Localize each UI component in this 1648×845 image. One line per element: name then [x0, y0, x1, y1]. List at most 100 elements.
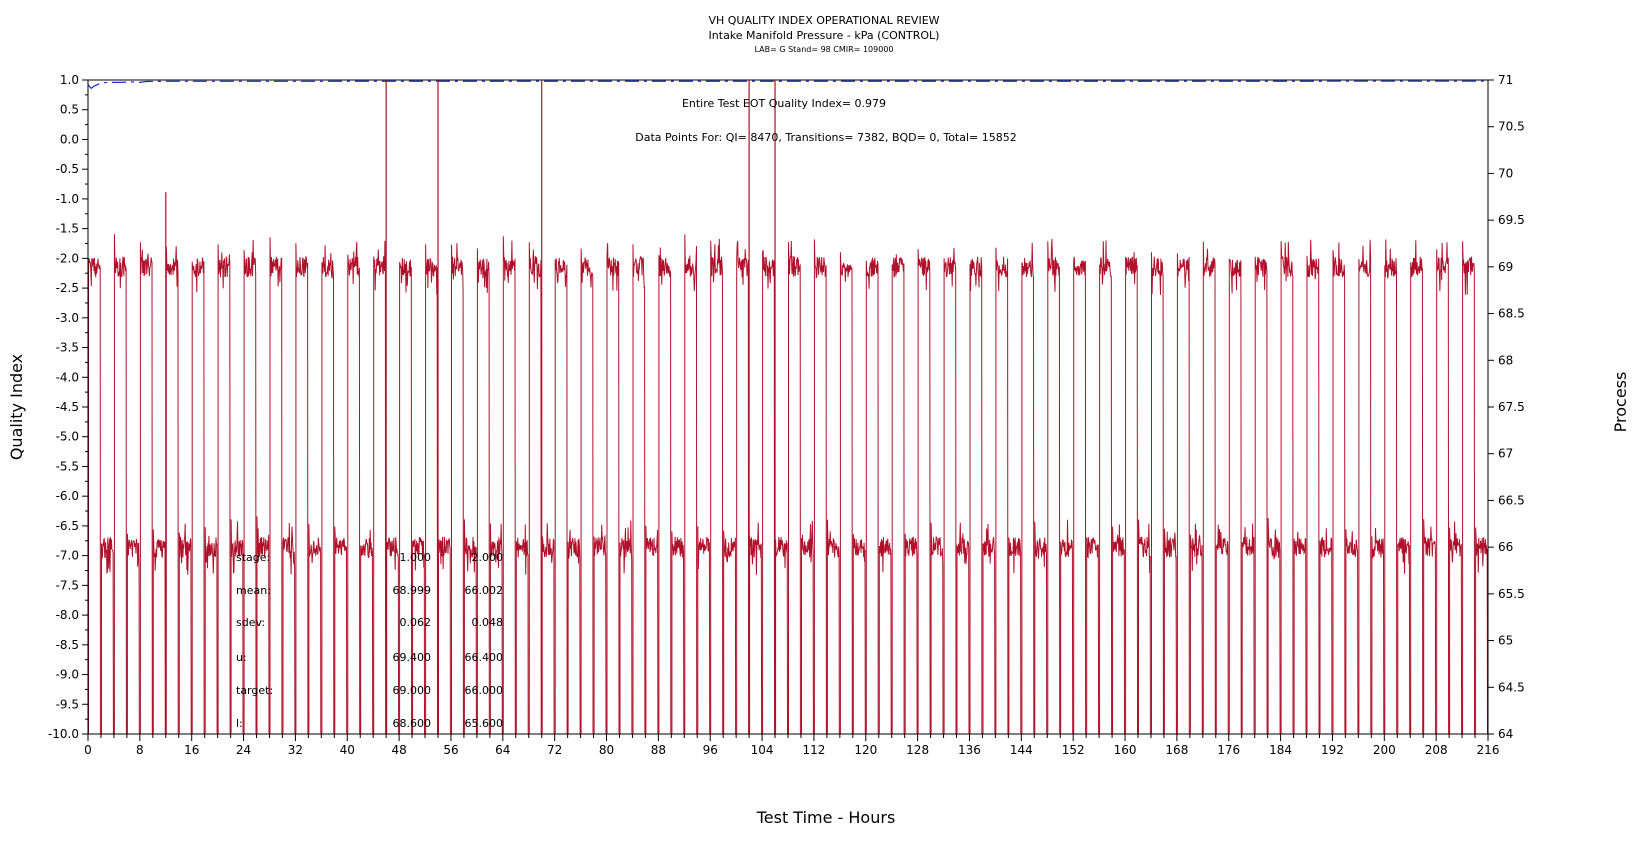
stats-stage2-value: 0.048 [472, 616, 504, 629]
x-tick-label: 120 [854, 743, 877, 757]
y-left-tick-label: -0.5 [56, 162, 79, 176]
stats-stage1-value: 69.400 [393, 651, 432, 664]
y-left-tick-label: -5.0 [56, 430, 79, 444]
y-left-tick-label: -4.0 [56, 370, 79, 384]
stats-label: stage: [236, 551, 270, 564]
stats-stage2-value: 66.000 [465, 684, 504, 697]
x-tick-label: 72 [547, 743, 562, 757]
chart-subtitle-lab: LAB= G Stand= 98 CMIR= 109000 [754, 45, 893, 54]
eot-quality-annotation: Entire Test EOT Quality Index= 0.979 [682, 97, 886, 110]
y-left-tick-label: 0.5 [60, 103, 79, 117]
y-right-tick-label: 68 [1498, 353, 1513, 367]
stats-table: stage: 1.000 2.000 mean: 68.999 66.002 sdev: 0.… [236, 551, 503, 730]
y-right-tick-label: 67 [1498, 447, 1513, 461]
y-left-tick-label: -8.0 [56, 608, 79, 622]
x-tick-label: 96 [703, 743, 718, 757]
y-left-tick-label: 0.0 [60, 132, 79, 146]
y-right-tick-label: 70.5 [1498, 120, 1525, 134]
stats-label: mean: [236, 584, 271, 597]
y-left-tick-label: -3.5 [56, 341, 79, 355]
y-right-tick-label: 71 [1498, 73, 1513, 87]
y-left-tick-label: -9.0 [56, 668, 79, 682]
x-tick-label: 208 [1425, 743, 1448, 757]
y-left-tick-label: -1.5 [56, 222, 79, 236]
y-right-tick-label: 65.5 [1498, 587, 1525, 601]
stats-stage2-value: 66.400 [465, 651, 504, 664]
y-axis-left-label: Quality Index [7, 354, 26, 460]
spike-layer [165, 80, 776, 734]
quality-index-line [87, 80, 1489, 90]
x-axis: 0 8 16 24 32 40 48 56 64 72 80 88 96 104 112 120 128 136 1… [84, 733, 1500, 757]
y-left-tick-label: -4.5 [56, 400, 79, 414]
stats-label: sdev: [236, 616, 265, 629]
x-tick-label: 24 [236, 743, 251, 757]
x-tick-label: 144 [1010, 743, 1033, 757]
stats-stage1-value: 1.000 [400, 551, 432, 564]
x-tick-label: 184 [1269, 743, 1292, 757]
y-left-tick-label: -6.5 [56, 519, 79, 533]
x-tick-label: 104 [751, 743, 774, 757]
quality-index-series [87, 80, 1489, 90]
x-tick-label: 168 [1165, 743, 1188, 757]
chart-title: VH QUALITY INDEX OPERATIONAL REVIEW [708, 14, 939, 27]
stats-stage2-value: 65.600 [465, 717, 504, 730]
stats-stage1-value: 69.000 [393, 684, 432, 697]
x-tick-label: 176 [1217, 743, 1240, 757]
x-tick-label: 88 [651, 743, 666, 757]
stats-stage1-value: 68.600 [393, 717, 432, 730]
x-axis-label: Test Time - Hours [756, 808, 896, 827]
x-tick-label: 0 [84, 743, 92, 757]
y-right-tick-label: 69 [1498, 260, 1513, 274]
x-tick-label: 80 [599, 743, 614, 757]
y-left-tick-label: -7.0 [56, 549, 79, 563]
y-right-tick-label: 70 [1498, 166, 1513, 180]
stats-stage2-value: 66.002 [465, 584, 504, 597]
x-tick-label: 136 [958, 743, 981, 757]
y-left-tick-label: -3.0 [56, 311, 79, 325]
stats-stage2-value: 2.000 [472, 551, 504, 564]
y-right-tick-label: 69.5 [1498, 213, 1525, 227]
x-tick-label: 16 [184, 743, 199, 757]
y-left-tick-label: -1.0 [56, 192, 79, 206]
y-right-tick-label: 64 [1498, 727, 1513, 741]
stats-stage1-value: 68.999 [393, 584, 432, 597]
y-axis-right: 71 70.5 70 69.5 69 68.5 68 67.5 67 66.5 66 65.5 65 64… [1487, 73, 1525, 741]
y-axis-left: 1.0 0.5 0.0 -0.5 -1.0 -1.5 -2.0 -2.5 -3.0 -3.5 -4.… [48, 73, 89, 741]
stats-label: target: [236, 684, 273, 697]
y-left-tick-label: -2.5 [56, 281, 79, 295]
y-left-tick-label: 1.0 [60, 73, 79, 87]
y-right-tick-label: 68.5 [1498, 307, 1525, 321]
y-right-tick-label: 66 [1498, 540, 1513, 554]
x-tick-label: 152 [1062, 743, 1085, 757]
y-left-tick-label: -9.5 [56, 697, 79, 711]
x-tick-label: 48 [391, 743, 406, 757]
y-right-tick-label: 64.5 [1498, 680, 1525, 694]
y-left-tick-label: -10.0 [48, 727, 79, 741]
x-tick-label: 40 [340, 743, 355, 757]
x-tick-label: 128 [906, 743, 929, 757]
stats-stage1-value: 0.062 [400, 616, 432, 629]
y-axis-right-label: Process [1611, 372, 1630, 433]
stats-label: l: [236, 717, 243, 730]
x-tick-label: 160 [1114, 743, 1137, 757]
y-left-tick-label: -8.5 [56, 638, 79, 652]
x-tick-label: 216 [1477, 743, 1500, 757]
data-points-annotation: Data Points For: QI= 8470, Transitions= … [635, 131, 1017, 144]
x-tick-label: 192 [1321, 743, 1344, 757]
y-right-tick-label: 66.5 [1498, 493, 1525, 507]
y-left-tick-label: -5.5 [56, 459, 79, 473]
y-left-tick-label: -6.0 [56, 489, 79, 503]
x-tick-label: 56 [443, 743, 458, 757]
y-left-tick-label: -2.0 [56, 251, 79, 265]
chart-subtitle: Intake Manifold Pressure - kPa (CONTROL) [709, 29, 940, 42]
x-tick-label: 32 [288, 743, 303, 757]
x-tick-label: 112 [802, 743, 825, 757]
y-left-tick-label: -7.5 [56, 578, 79, 592]
stats-label: u: [236, 651, 247, 664]
x-tick-label: 64 [495, 743, 510, 757]
y-right-tick-label: 65 [1498, 634, 1513, 648]
x-tick-label: 200 [1373, 743, 1396, 757]
x-tick-label: 8 [136, 743, 144, 757]
